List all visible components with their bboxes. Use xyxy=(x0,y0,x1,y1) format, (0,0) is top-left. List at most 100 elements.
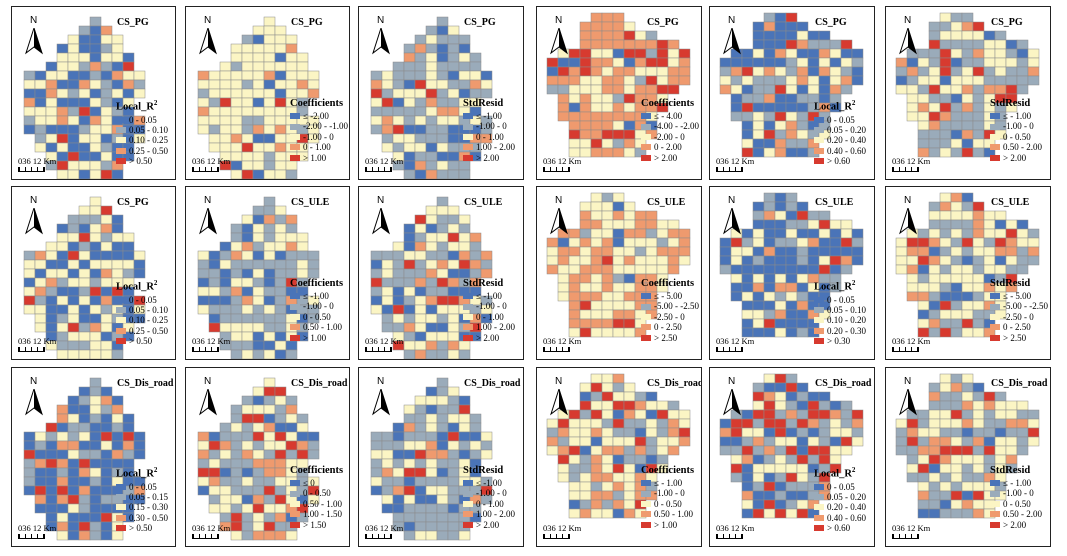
grid-cell xyxy=(785,12,798,23)
grid-cell xyxy=(263,25,276,36)
grid-cell xyxy=(656,418,669,429)
grid-cell xyxy=(741,463,754,474)
grid-cell xyxy=(219,277,232,288)
grid-cell xyxy=(741,237,754,248)
grid-cell xyxy=(785,454,798,465)
grid-cell xyxy=(752,400,765,411)
grid-cell xyxy=(230,124,243,135)
legend-swatch xyxy=(116,158,126,165)
grid-cell xyxy=(590,318,603,329)
grid-cell xyxy=(579,273,592,284)
grid-cell xyxy=(961,463,974,474)
legend-label: 1.00 - 2.00 xyxy=(476,509,515,520)
grid-cell xyxy=(392,449,405,460)
grid-cell xyxy=(403,476,416,487)
scale-bar-label: 036 12 Km xyxy=(192,336,231,346)
grid-cell xyxy=(241,485,254,496)
north-label: N xyxy=(30,15,38,26)
grid-cell xyxy=(197,286,210,297)
grid-cell xyxy=(370,277,383,288)
grid-cell xyxy=(774,282,787,293)
legend-label: 0 - 2.50 xyxy=(1003,322,1031,333)
grid-cell xyxy=(983,409,996,420)
grid-cell xyxy=(241,331,254,342)
grid-cell xyxy=(961,273,974,284)
legend-label: 0 - 0.05 xyxy=(129,481,157,492)
legend-swatch xyxy=(290,511,300,518)
grid-cell xyxy=(579,454,592,465)
legend-item: 0 - 0.05 xyxy=(116,115,168,125)
legend-item: ≤ -2.00 xyxy=(290,111,348,121)
grid-cell xyxy=(392,277,405,288)
grid-cell xyxy=(67,530,80,541)
grid-cell xyxy=(414,286,427,297)
grid-cell xyxy=(678,255,691,266)
scale-bar: 036 12 Km xyxy=(365,337,403,352)
grid-cell xyxy=(45,142,58,153)
grid-cell xyxy=(133,259,146,270)
grid-cell xyxy=(730,291,743,302)
grid-cell xyxy=(230,431,243,442)
legend-item: -1.00 - 0 xyxy=(641,488,694,498)
grid-cell xyxy=(994,48,1007,59)
grid-cell xyxy=(785,48,798,59)
grid-cell xyxy=(414,160,427,171)
grid-cell xyxy=(447,268,460,279)
legend-swatch xyxy=(116,137,126,144)
grid-cell xyxy=(612,237,625,248)
legend-item: 0.25 - 0.50 xyxy=(116,326,168,336)
grid-cell xyxy=(851,255,864,266)
grid-cell xyxy=(774,228,787,239)
grid-cell xyxy=(197,259,210,270)
grid-cell xyxy=(590,228,603,239)
grid-cell xyxy=(56,440,69,451)
grid-cell xyxy=(296,52,309,63)
grid-cell xyxy=(917,255,930,266)
grid-cell xyxy=(403,277,416,288)
grid-cell xyxy=(590,138,603,149)
grid-cell xyxy=(252,124,265,135)
grid-cell xyxy=(480,268,493,279)
grid-cell xyxy=(917,499,930,510)
grid-cell xyxy=(829,57,842,68)
grid-cell xyxy=(590,436,603,447)
grid-cell xyxy=(601,210,614,221)
legend-swatch xyxy=(990,133,1000,140)
grid-cell xyxy=(133,70,146,81)
grid-cell xyxy=(623,138,636,149)
grid-cell xyxy=(56,512,69,523)
grid-cell xyxy=(568,129,581,140)
grid-cell xyxy=(579,318,592,329)
grid-cell xyxy=(972,472,985,483)
grid-cell xyxy=(774,481,787,492)
grid-cell xyxy=(78,277,91,288)
grid-cell xyxy=(840,436,853,447)
grid-cell xyxy=(34,476,47,487)
grid-cell xyxy=(263,88,276,99)
grid-cell xyxy=(829,264,842,275)
grid-cell xyxy=(285,43,298,54)
grid-cell xyxy=(34,88,47,99)
legend-item: 1.00 - 2.00 xyxy=(463,509,515,519)
legend-item: 0.30 - 0.50 xyxy=(116,513,168,523)
grid-cell xyxy=(818,30,831,41)
grid-cell xyxy=(590,102,603,113)
grid-cell xyxy=(274,286,287,297)
grid-cell xyxy=(403,521,416,532)
grid-cell xyxy=(972,400,985,411)
grid-cell xyxy=(785,463,798,474)
grid-cell xyxy=(56,79,69,90)
grid-cell xyxy=(230,70,243,81)
grid-cell xyxy=(774,382,787,393)
grid-cell xyxy=(601,138,614,149)
grid-cell xyxy=(67,160,80,171)
grid-cell xyxy=(579,138,592,149)
grid-cell xyxy=(469,250,482,261)
grid-cell xyxy=(752,327,765,338)
grid-cell xyxy=(111,34,124,45)
grid-cell xyxy=(917,138,930,149)
grid-cell xyxy=(241,79,254,90)
grid-cell xyxy=(56,413,69,424)
legend-label: 0 - 0.50 xyxy=(1003,498,1031,509)
grid-cell xyxy=(45,286,58,297)
